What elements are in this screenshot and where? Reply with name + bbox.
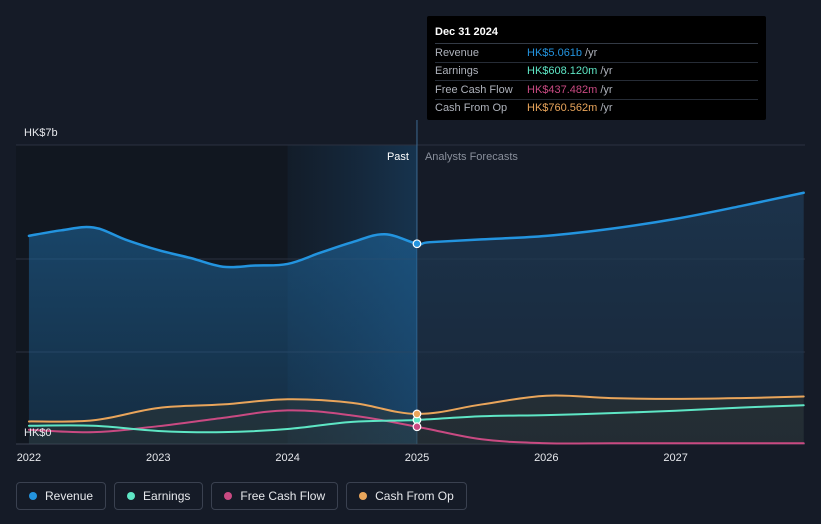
tooltip-value: HK$437.482m bbox=[527, 83, 598, 96]
x-tick-label: 2024 bbox=[275, 452, 299, 464]
legend-dot-icon bbox=[224, 492, 233, 500]
tooltip-row-earnings: Earnings HK$608.120m /yr bbox=[435, 63, 758, 81]
x-tick-label: 2025 bbox=[405, 452, 429, 464]
tooltip-row-free-cash-flow: Free Cash Flow HK$437.482m /yr bbox=[435, 81, 758, 100]
tooltip-label: Free Cash Flow bbox=[435, 83, 513, 96]
tooltip-unit: /yr bbox=[585, 46, 598, 59]
series-line-revenue bbox=[27, 191, 805, 269]
forecast-label: Analysts Forecasts bbox=[425, 151, 518, 163]
tooltip-value: HK$608.120m bbox=[527, 65, 598, 78]
legend: Revenue Earnings Free Cash Flow Cash Fro… bbox=[16, 482, 467, 512]
tooltip-date: Dec 31 2024 bbox=[435, 24, 758, 44]
tooltip-row-revenue: Revenue HK$5.061b /yr bbox=[435, 44, 758, 63]
tooltip-value: HK$760.562m bbox=[527, 102, 598, 115]
marker-cash-from-op bbox=[412, 409, 422, 419]
past-label: Past bbox=[387, 151, 409, 163]
revenue-area-forecast bbox=[416, 192, 804, 444]
legend-label: Revenue bbox=[45, 489, 94, 503]
legend-dot-icon bbox=[29, 492, 37, 500]
tooltip-unit: /yr bbox=[600, 65, 613, 78]
chart-area: HK$7b HK$0 2022 2023 2024 2025 2026 2027 Past Ana… bbox=[16, 120, 805, 464]
y-axis-label-bottom: HK$0 bbox=[24, 427, 52, 439]
tooltip-label: Earnings bbox=[435, 65, 479, 78]
x-tick-label: 2027 bbox=[663, 452, 687, 464]
legend-item-revenue[interactable]: Revenue bbox=[16, 482, 107, 510]
tooltip-unit: /yr bbox=[600, 83, 613, 96]
tooltip-row-cash-from-op: Cash From Op HK$760.562m /yr bbox=[435, 100, 758, 118]
legend-dot-icon bbox=[359, 492, 368, 500]
tooltip-label: Cash From Op bbox=[435, 102, 508, 115]
x-tick-label: 2026 bbox=[534, 452, 558, 464]
tooltip-value: HK$5.061b bbox=[527, 46, 583, 59]
legend-item-cash-from-op[interactable]: Cash From Op bbox=[346, 482, 467, 510]
x-tick-label: 2023 bbox=[146, 452, 170, 464]
legend-dot-icon bbox=[127, 492, 136, 500]
marker-revenue bbox=[412, 239, 422, 249]
marker-free-cash-flow bbox=[412, 422, 422, 432]
legend-label: Free Cash Flow bbox=[240, 489, 326, 503]
legend-item-earnings[interactable]: Earnings bbox=[114, 482, 204, 510]
tooltip: Dec 31 2024 Revenue HK$5.061b /yr Earnin… bbox=[427, 16, 766, 120]
tooltip-label: Revenue bbox=[435, 46, 480, 59]
legend-label: Earnings bbox=[143, 489, 191, 503]
legend-label: Cash From Op bbox=[375, 489, 454, 503]
legend-item-free-cash-flow[interactable]: Free Cash Flow bbox=[211, 482, 339, 510]
tooltip-unit: /yr bbox=[600, 102, 613, 115]
x-tick-label: 2022 bbox=[17, 452, 41, 464]
revenue-area-past bbox=[28, 227, 417, 444]
y-axis-label-top: HK$7b bbox=[24, 127, 58, 139]
